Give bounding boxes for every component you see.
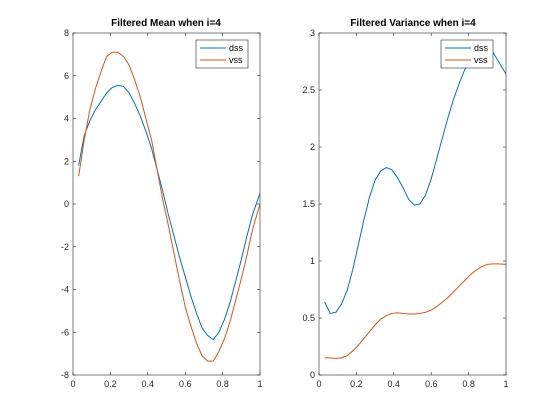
series-line-vss	[78, 51, 260, 362]
y-tick-label: 4	[64, 114, 69, 124]
legend-label-dss: dss	[229, 43, 244, 53]
plot-area	[319, 33, 506, 375]
axes-filtered-variance: Filtered Variance when i=4 0 0.2 0.4 0.6 0.8…	[302, 18, 508, 389]
x-tick-label: 0.6	[425, 379, 438, 389]
y-tick-label: -6	[61, 327, 69, 337]
y-tick-label: 6	[64, 71, 69, 81]
y-tick-label: 0.5	[302, 313, 315, 323]
x-tick-label: 0.8	[462, 379, 475, 389]
series-layer	[78, 51, 260, 362]
y-tick-label: -8	[61, 370, 69, 380]
y-tick-label: 2	[64, 156, 69, 166]
x-tick-label: 0.4	[388, 379, 401, 389]
series-line-vss	[324, 263, 506, 359]
chart-title: Filtered Variance when i=4	[350, 18, 476, 29]
y-tick-label: 0	[310, 370, 315, 380]
y-tick-label: 2	[310, 142, 315, 152]
legend: dss vss	[195, 39, 249, 69]
x-tick-label: 0.6	[179, 379, 192, 389]
y-tick-label: 1.5	[302, 199, 315, 209]
legend-box	[195, 39, 249, 69]
x-tick-label: 0.2	[104, 379, 117, 389]
legend-box	[440, 39, 494, 69]
legend: dss vss	[440, 39, 494, 69]
chart-title: Filtered Mean when i=4	[111, 18, 221, 29]
x-tick-label: 1	[257, 379, 262, 389]
x-tick-label: 0.8	[216, 379, 229, 389]
tick-layer: 0 0.2 0.4 0.6 0.8 1 -8 -6 -4 -2 0 2 4 6 8	[61, 28, 263, 389]
x-tick-label: 0	[316, 379, 321, 389]
y-tick-label: -4	[61, 285, 69, 295]
y-tick-label: 1	[310, 256, 315, 266]
y-tick-label: 3	[310, 28, 315, 38]
y-tick-label: 2.5	[302, 85, 315, 95]
legend-label-vss: vss	[229, 55, 243, 65]
y-tick-label: 8	[64, 28, 69, 38]
series-line-dss	[78, 84, 260, 341]
axes-box	[318, 32, 507, 376]
legend-label-dss: dss	[474, 43, 489, 53]
legend-label-vss: vss	[474, 55, 488, 65]
x-tick-label: 0	[70, 379, 75, 389]
x-tick-label: 0.2	[350, 379, 363, 389]
y-tick-label: 0	[64, 199, 69, 209]
axes-box	[72, 32, 261, 376]
tick-layer: 0 0.2 0.4 0.6 0.8 1 0 0.5 1 1.5 2 2.5 3	[302, 28, 508, 389]
y-tick-label: -2	[61, 242, 69, 252]
x-tick-label: 0.4	[142, 379, 155, 389]
axes-filtered-mean: Filtered Mean when i=4 0 0.2 0.4 0.6 0.8 1 -8 -…	[61, 18, 263, 389]
plot-area	[73, 33, 260, 375]
x-tick-label: 1	[503, 379, 508, 389]
